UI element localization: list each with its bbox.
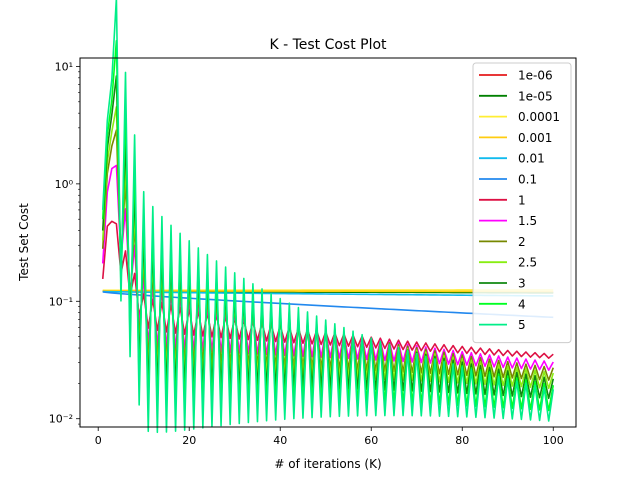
legend: 1e-06 1e-05 0.0001 0.001 0.01 0.1 1 1.5 2 2.5 3 4 5 [472,62,572,344]
x-tick-label: 40 [273,434,287,447]
plot-area [101,0,555,434]
y-tick-label: 10⁰ [55,178,74,191]
chart-title: K - Test Cost Plot [269,37,387,53]
x-axis-label: # of iterations (K) [274,457,381,471]
legend-label-6: 1 [518,193,526,207]
legend-label-2: 0.0001 [518,110,560,124]
y-axis: 10⁻² 10⁻¹ 10⁰ 10¹ [49,60,80,426]
y-tick-label: 10¹ [55,60,73,73]
legend-box [472,62,572,344]
legend-label-3: 0.001 [518,131,552,145]
legend-label-0: 1e-06 [518,69,553,83]
legend-label-4: 0.01 [518,152,545,166]
legend-label-10: 3 [518,277,526,291]
y-tick-label: 10⁻² [49,413,73,426]
x-tick-label: 60 [364,434,378,447]
legend-label-9: 2.5 [518,256,537,270]
legend-label-1: 1e-05 [518,89,553,103]
legend-label-11: 4 [518,297,526,311]
x-tick-label: 100 [543,434,564,447]
y-tick-label: 10⁻¹ [49,295,73,308]
legend-label-8: 2 [518,235,526,249]
legend-label-7: 1.5 [518,214,537,228]
legend-label-5: 0.1 [518,173,537,187]
axes-frame [79,57,577,428]
x-axis: 0 20 40 60 80 100 [95,427,564,447]
x-tick-label: 20 [182,434,196,447]
y-axis-label: Test Set Cost [17,203,31,282]
series-line-12 [101,0,555,434]
legend-label-12: 5 [518,318,526,332]
x-tick-label: 80 [455,434,469,447]
x-tick-label: 0 [95,434,102,447]
